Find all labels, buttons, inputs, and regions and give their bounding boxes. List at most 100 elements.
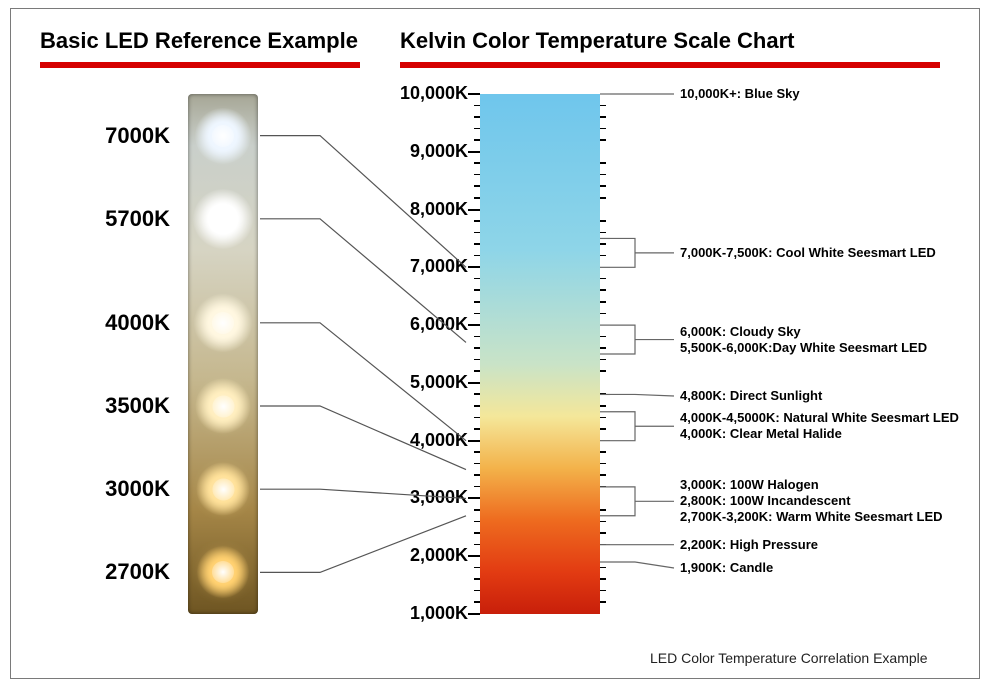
tick-minor <box>600 532 606 534</box>
tick-minor <box>474 463 480 465</box>
kelvin-label: 10,000K <box>378 83 468 104</box>
tick-minor <box>600 474 606 476</box>
tick-minor <box>474 336 480 338</box>
tick-minor <box>600 313 606 315</box>
annotation: 3,000K: 100W Halogen <box>680 477 819 492</box>
kelvin-label: 2,000K <box>378 545 468 566</box>
tick-minor <box>474 185 480 187</box>
kelvin-label: 1,000K <box>378 603 468 624</box>
tick-minor <box>474 474 480 476</box>
kelvin-label: 6,000K <box>378 314 468 335</box>
tick-minor <box>600 336 606 338</box>
tick-minor <box>600 301 606 303</box>
title-left: Basic LED Reference Example <box>40 28 358 54</box>
annotation: 5,500K-6,000K:Day White Seesmart LED <box>680 340 927 355</box>
tick-minor <box>474 428 480 430</box>
tick-major <box>468 440 480 442</box>
tick-minor <box>474 590 480 592</box>
annotation: 2,800K: 100W Incandescent <box>680 493 851 508</box>
tick-major <box>468 266 480 268</box>
kelvin-label: 8,000K <box>378 199 468 220</box>
tick-minor <box>600 521 606 523</box>
tick-minor <box>474 220 480 222</box>
led-label: 4000K <box>50 310 170 336</box>
tick-major <box>468 93 480 95</box>
tick-minor <box>474 601 480 603</box>
tick-minor <box>474 128 480 130</box>
led-label: 3500K <box>50 393 170 419</box>
tick-minor <box>600 278 606 280</box>
tick-minor <box>600 567 606 569</box>
tick-minor <box>474 116 480 118</box>
led-label: 2700K <box>50 559 170 585</box>
tick-minor <box>474 405 480 407</box>
tick-minor <box>474 243 480 245</box>
kelvin-label: 3,000K <box>378 487 468 508</box>
tick-major <box>468 497 480 499</box>
annotation: 6,000K: Cloudy Sky <box>680 324 801 339</box>
tick-minor <box>600 255 606 257</box>
caption: LED Color Temperature Correlation Exampl… <box>650 650 928 666</box>
tick-minor <box>474 451 480 453</box>
tick-minor <box>600 232 606 234</box>
tick-minor <box>600 220 606 222</box>
annotation: 4,800K: Direct Sunlight <box>680 388 822 403</box>
tick-minor <box>600 174 606 176</box>
tick-minor <box>600 105 606 107</box>
rule-left <box>40 62 360 68</box>
tick-minor <box>474 197 480 199</box>
tick-minor <box>474 521 480 523</box>
kelvin-label: 7,000K <box>378 256 468 277</box>
rule-right <box>400 62 940 68</box>
tick-minor <box>600 139 606 141</box>
tick-minor <box>474 313 480 315</box>
tick-minor <box>474 289 480 291</box>
tick-minor <box>600 185 606 187</box>
kelvin-bar <box>480 94 600 614</box>
tick-minor <box>600 116 606 118</box>
tick-minor <box>474 139 480 141</box>
tick-major <box>468 613 480 615</box>
tick-minor <box>474 105 480 107</box>
tick-minor <box>474 359 480 361</box>
tick-minor <box>600 128 606 130</box>
tick-minor <box>474 417 480 419</box>
tick-minor <box>600 197 606 199</box>
tick-minor <box>600 486 606 488</box>
tick-minor <box>600 393 606 395</box>
tick-minor <box>474 370 480 372</box>
tick-minor <box>600 509 606 511</box>
kelvin-label: 4,000K <box>378 430 468 451</box>
tick-minor <box>474 578 480 580</box>
tick-minor <box>600 347 606 349</box>
tick-minor <box>600 162 606 164</box>
kelvin-label: 9,000K <box>378 141 468 162</box>
tick-minor <box>474 255 480 257</box>
tick-minor <box>600 590 606 592</box>
tick-minor <box>474 162 480 164</box>
annotation: 2,700K-3,200K: Warm White Seesmart LED <box>680 509 943 524</box>
tick-minor <box>474 393 480 395</box>
annotation: 4,000K-4,5000K: Natural White Seesmart L… <box>680 410 959 425</box>
led-label: 3000K <box>50 476 170 502</box>
tick-minor <box>474 174 480 176</box>
tick-minor <box>474 301 480 303</box>
tick-minor <box>600 405 606 407</box>
tick-minor <box>600 243 606 245</box>
tick-minor <box>474 232 480 234</box>
annotation: 2,200K: High Pressure <box>680 537 818 552</box>
tick-major <box>468 555 480 557</box>
led-label: 7000K <box>50 123 170 149</box>
kelvin-label: 5,000K <box>378 372 468 393</box>
tick-minor <box>600 359 606 361</box>
tick-minor <box>600 463 606 465</box>
tick-minor <box>600 578 606 580</box>
tick-major <box>468 382 480 384</box>
tick-minor <box>474 278 480 280</box>
tick-minor <box>600 370 606 372</box>
tick-minor <box>600 417 606 419</box>
annotation: 4,000K: Clear Metal Halide <box>680 426 842 441</box>
tick-minor <box>474 347 480 349</box>
tick-major <box>468 151 480 153</box>
annotation: 10,000K+: Blue Sky <box>680 86 800 101</box>
